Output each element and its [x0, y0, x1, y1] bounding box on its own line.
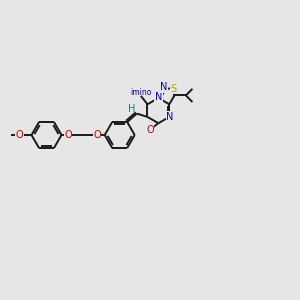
Text: H: H — [128, 104, 135, 114]
Text: N: N — [160, 82, 167, 92]
Text: S: S — [170, 84, 176, 94]
Text: O: O — [64, 130, 72, 140]
Text: O: O — [146, 124, 154, 134]
Text: O: O — [93, 130, 101, 140]
Text: N: N — [155, 92, 162, 102]
Text: O: O — [16, 130, 23, 140]
Text: imino: imino — [130, 88, 152, 97]
Text: N: N — [166, 112, 174, 122]
